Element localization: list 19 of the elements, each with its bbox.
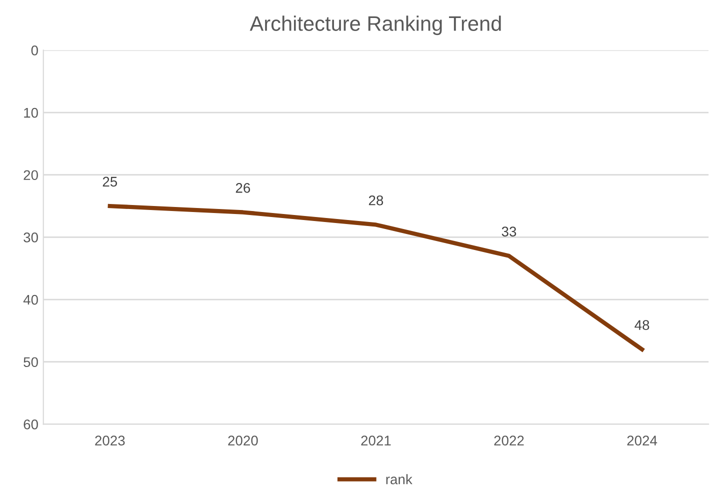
x-tick-label: 2021 <box>361 436 391 446</box>
y-tick-label: 50 <box>24 357 38 368</box>
data-label: 26 <box>236 183 250 193</box>
data-label: 25 <box>102 176 118 187</box>
x-tick-label: 2020 <box>228 436 258 446</box>
x-tick-label: 2024 <box>627 436 658 446</box>
data-label: 48 <box>634 320 650 330</box>
y-tick-label: 0 <box>31 46 38 56</box>
y-tick-label: 10 <box>24 108 38 118</box>
legend-label: rank <box>386 474 412 484</box>
chart-title: Architecture Ranking Trend <box>250 16 501 36</box>
data-label: 33 <box>502 226 516 236</box>
x-tick-label: 2023 <box>95 436 125 446</box>
y-tick-label: 40 <box>23 294 38 305</box>
data-label: 28 <box>368 195 384 206</box>
y-tick-label: 30 <box>24 232 38 242</box>
y-tick-label: 60 <box>24 420 38 430</box>
y-tick-label: 20 <box>24 170 38 180</box>
x-tick-label: 2022 <box>494 436 524 446</box>
